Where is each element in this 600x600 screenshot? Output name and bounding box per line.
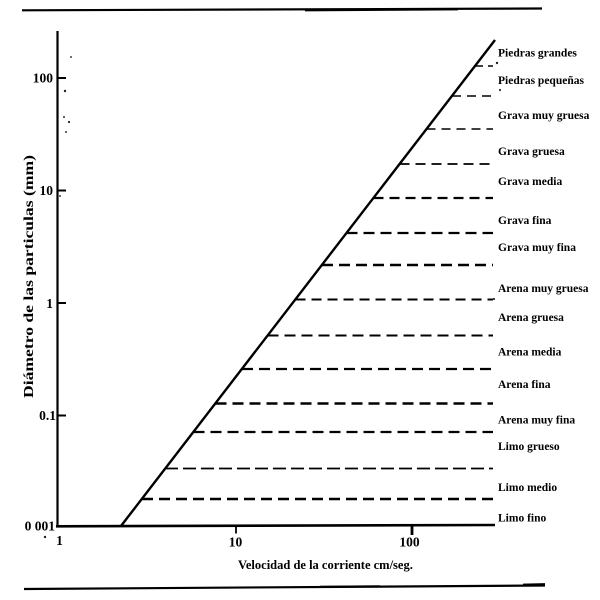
svg-text:Arena muy gruesa: Arena muy gruesa <box>498 283 589 295</box>
svg-text:10: 10 <box>40 183 54 198</box>
svg-text:Velocidad de la corriente cm/s: Velocidad de la corriente cm/seg. <box>238 558 413 572</box>
svg-text:100: 100 <box>399 535 420 550</box>
svg-text:1: 1 <box>46 296 53 311</box>
svg-text:Arena gruesa: Arena gruesa <box>498 312 564 324</box>
svg-text:Grava gruesa: Grava gruesa <box>498 146 565 158</box>
svg-text:Grava media: Grava media <box>498 176 562 188</box>
svg-text:1: 1 <box>56 533 63 548</box>
svg-text:Grava muy gruesa: Grava muy gruesa <box>498 110 590 122</box>
svg-text:Arena muy fina: Arena muy fina <box>498 415 575 427</box>
svg-text:Grava muy fina: Grava muy fina <box>498 242 576 254</box>
svg-text:0.1: 0.1 <box>39 408 56 423</box>
svg-text:Arena fina: Arena fina <box>498 379 551 391</box>
svg-text:Limo grueso: Limo grueso <box>498 441 560 453</box>
svg-text:Limo medio: Limo medio <box>498 482 557 494</box>
svg-text:Piedras pequeñas: Piedras pequeñas <box>498 75 584 87</box>
svg-text:Piedras grandes: Piedras grandes <box>498 48 577 60</box>
svg-text:Diámetro de las particulas (mm: Diámetro de las particulas (mm) <box>22 155 37 398</box>
svg-text:Grava fina: Grava fina <box>498 215 552 227</box>
svg-text:100: 100 <box>33 71 54 86</box>
svg-text:Arena media: Arena media <box>498 347 562 359</box>
svg-text:0 001: 0 001 <box>25 519 56 534</box>
svg-text:Limo fino: Limo fino <box>498 513 546 525</box>
svg-text:10: 10 <box>229 535 243 550</box>
